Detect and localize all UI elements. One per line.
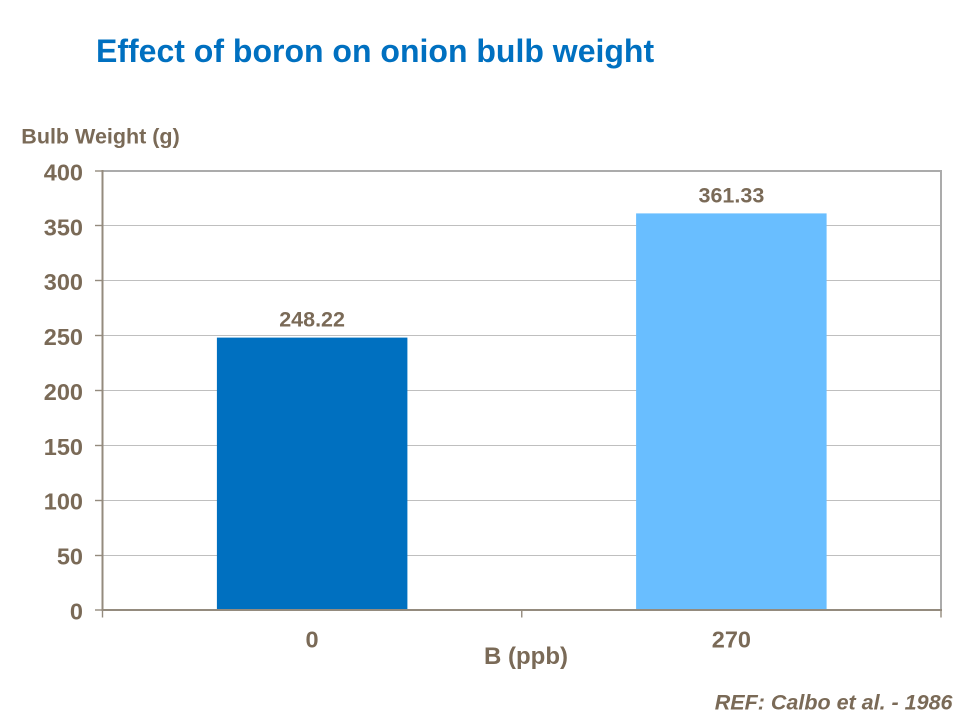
svg-text:200: 200 [44, 379, 83, 405]
svg-text:B (ppb): B (ppb) [484, 643, 568, 670]
svg-text:361.33: 361.33 [699, 184, 765, 208]
svg-text:0: 0 [70, 598, 83, 624]
svg-text:400: 400 [44, 159, 83, 185]
svg-text:REF: Calbo et al. - 1986: REF: Calbo et al. - 1986 [715, 691, 954, 715]
svg-text:Effect of boron on onion bulb: Effect of boron on onion bulb weight [96, 33, 654, 69]
svg-text:100: 100 [44, 489, 83, 515]
svg-text:50: 50 [57, 544, 83, 570]
svg-text:Bulb Weight (g): Bulb Weight (g) [21, 125, 179, 149]
svg-text:300: 300 [44, 269, 83, 295]
svg-text:270: 270 [712, 627, 751, 653]
svg-text:250: 250 [44, 324, 83, 350]
svg-text:0: 0 [306, 627, 319, 653]
svg-text:248.22: 248.22 [279, 308, 345, 332]
svg-text:150: 150 [44, 434, 83, 460]
svg-text:350: 350 [44, 214, 83, 240]
